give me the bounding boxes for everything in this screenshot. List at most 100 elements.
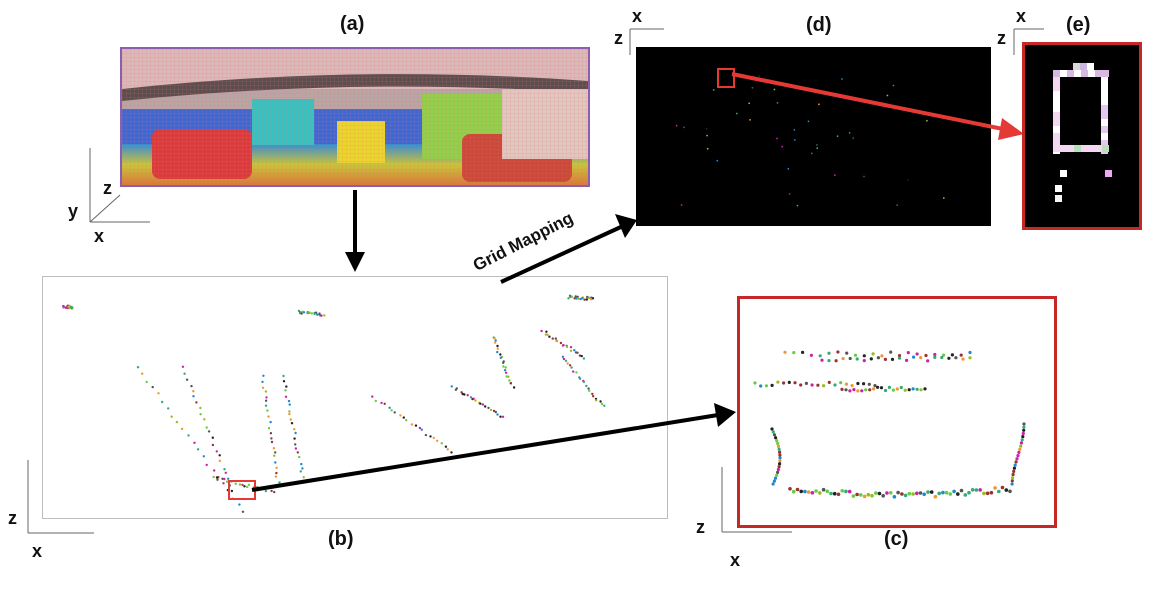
grid-cell (1053, 91, 1060, 98)
grid-cell (1060, 170, 1067, 177)
grid-cell (1102, 70, 1109, 77)
cloud-point (247, 483, 251, 486)
grid-cell (712, 89, 715, 91)
cloud-point (288, 410, 291, 413)
cloud-point (499, 415, 502, 418)
object-point (940, 355, 944, 360)
object-point (915, 352, 919, 356)
object-point (827, 380, 831, 384)
grid-cell (926, 119, 928, 122)
object-point (903, 493, 908, 498)
cloud-point (591, 392, 594, 396)
object-point (929, 490, 934, 494)
object-point (799, 383, 803, 387)
cloud-point (594, 399, 598, 402)
grid-cell (1088, 145, 1095, 152)
object-point (832, 491, 837, 496)
cloud-point (562, 357, 566, 361)
cloud-point (275, 466, 278, 469)
cloud-point (494, 339, 497, 342)
cloud-point (218, 454, 221, 457)
object-point (770, 383, 774, 387)
cloud-point (323, 314, 326, 317)
grid-cell (735, 112, 738, 115)
cloud-point (266, 409, 269, 412)
grid-cell (683, 126, 685, 129)
cloud-point (569, 346, 573, 349)
point-cloud-panel (42, 276, 668, 519)
cloud-point (555, 339, 559, 343)
object-point (941, 490, 945, 495)
object-point (776, 467, 780, 472)
object-point (926, 490, 930, 494)
cloud-point (218, 459, 221, 462)
cloud-point (600, 402, 604, 406)
cloud-point (224, 471, 227, 474)
cloud-point (402, 416, 405, 419)
grid-cell (1080, 63, 1087, 70)
object-point (1010, 482, 1014, 486)
cloud-point (241, 510, 245, 513)
object-point (911, 387, 915, 391)
cloud-point (432, 436, 435, 440)
grid-cell (1053, 145, 1060, 152)
grid-cell (907, 179, 909, 181)
grid-highlight-box (717, 68, 735, 88)
object-point (876, 385, 880, 389)
cloud-point (222, 482, 225, 485)
object-point (1004, 488, 1009, 492)
grid-cell (1101, 140, 1108, 147)
object-point (947, 356, 951, 360)
cloud-point (424, 433, 428, 437)
cloud-point (572, 370, 575, 373)
object-point (833, 383, 837, 387)
object-point (825, 489, 830, 494)
cloud-point (192, 390, 195, 393)
cloud-point (288, 403, 291, 406)
object-point (959, 488, 964, 493)
grid-cell (1053, 70, 1060, 77)
grid-cell (748, 102, 751, 105)
axis-z-d: z (614, 28, 623, 48)
cloud-point (566, 362, 569, 365)
cloud-point (264, 489, 268, 493)
object-point (905, 358, 909, 362)
cloud-point (288, 412, 291, 416)
object-point (783, 350, 787, 354)
arrow-b-to-c (251, 403, 736, 492)
object-point (963, 493, 968, 497)
grid-cell (833, 174, 836, 176)
cloud-point (264, 390, 268, 393)
object-point (829, 491, 833, 496)
cloud-point (444, 445, 448, 448)
object-point (788, 487, 792, 491)
object-point (918, 491, 923, 495)
cloud-point (390, 409, 393, 412)
grid-cell (1081, 70, 1088, 77)
cloud-point (274, 475, 278, 478)
grid-cell (1067, 145, 1074, 152)
object-point (776, 444, 781, 448)
scene-illustration (122, 49, 588, 185)
grid-cell (1101, 112, 1108, 119)
object-point (1010, 479, 1014, 483)
object-point (772, 479, 776, 483)
cloud-point (588, 296, 591, 300)
object-point (879, 386, 884, 390)
cloud-point (474, 399, 477, 402)
cloud-point (546, 333, 549, 336)
cloud-point (195, 401, 198, 404)
cloud-point (308, 311, 311, 314)
cloud-point (190, 384, 193, 388)
cloud-point (285, 385, 288, 388)
grid-cell (1088, 70, 1095, 77)
object-point (814, 489, 818, 493)
grid-cell (816, 144, 818, 146)
zoomed-grid (1053, 63, 1112, 202)
cloud-point (264, 404, 268, 407)
cloud-point (578, 354, 582, 357)
cloud-point (284, 395, 288, 398)
object-point (777, 465, 781, 469)
grid-cell (1053, 98, 1060, 105)
axes-d (629, 28, 664, 55)
